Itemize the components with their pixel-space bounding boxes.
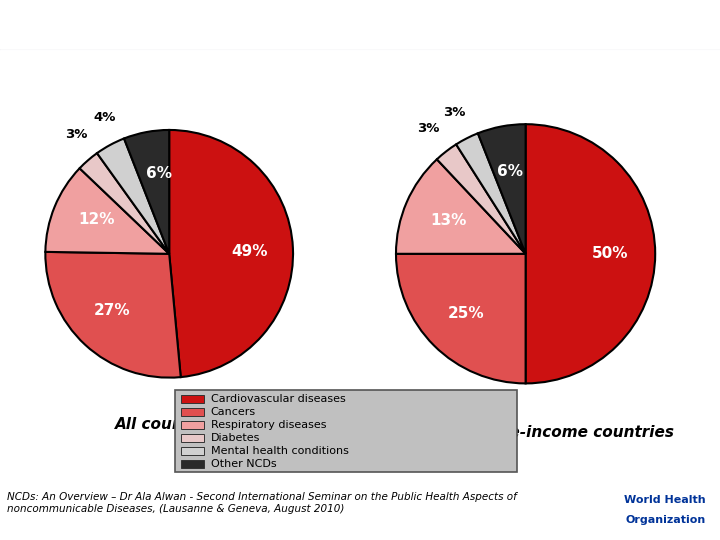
Text: 49%: 49% (231, 244, 268, 259)
Wedge shape (80, 153, 169, 254)
Bar (181, 395, 204, 403)
Wedge shape (437, 144, 526, 254)
Wedge shape (124, 130, 169, 254)
Text: 13%: 13% (430, 213, 467, 228)
Text: Low- and middle-income countries: Low- and middle-income countries (377, 425, 674, 440)
Text: Respiratory diseases: Respiratory diseases (211, 420, 326, 430)
Wedge shape (97, 138, 169, 254)
Wedge shape (526, 124, 655, 383)
Text: 6%: 6% (497, 164, 523, 179)
Bar (181, 460, 204, 468)
Wedge shape (396, 159, 526, 254)
Text: 50%: 50% (592, 246, 628, 261)
Text: World Health: World Health (624, 495, 706, 505)
Text: 3%: 3% (443, 106, 465, 119)
Text: 6%: 6% (146, 166, 172, 181)
Wedge shape (169, 130, 293, 377)
Text: 25%: 25% (448, 306, 485, 321)
Wedge shape (45, 252, 181, 377)
Text: Breakdown of deaths from non-communicable diseases: Breakdown of deaths from non-communicabl… (11, 63, 529, 81)
Text: Mental health conditions: Mental health conditions (211, 446, 348, 456)
Text: All countries: All countries (115, 417, 223, 432)
Text: 3%: 3% (66, 128, 88, 141)
FancyBboxPatch shape (174, 390, 517, 471)
Bar (181, 434, 204, 442)
Bar (181, 447, 204, 455)
Text: 4%: 4% (94, 111, 116, 124)
Bar (181, 421, 204, 429)
Text: Organization: Organization (626, 515, 706, 525)
Text: 3%: 3% (418, 123, 440, 136)
Text: 27%: 27% (94, 303, 130, 318)
Wedge shape (456, 133, 526, 254)
Wedge shape (396, 254, 526, 383)
Text: Cancers: Cancers (211, 407, 256, 417)
Text: NCDs: An Overview – Dr Ala Alwan - Second International Seminar on the Public He: NCDs: An Overview – Dr Ala Alwan - Secon… (7, 492, 517, 514)
Text: 12%: 12% (78, 212, 114, 227)
Wedge shape (45, 168, 169, 254)
Wedge shape (478, 124, 526, 254)
Text: Diabetes: Diabetes (211, 433, 260, 443)
Text: Other NCDs: Other NCDs (211, 458, 276, 469)
Bar (181, 408, 204, 416)
Text: Cardiovascular diseases: Cardiovascular diseases (211, 394, 346, 404)
